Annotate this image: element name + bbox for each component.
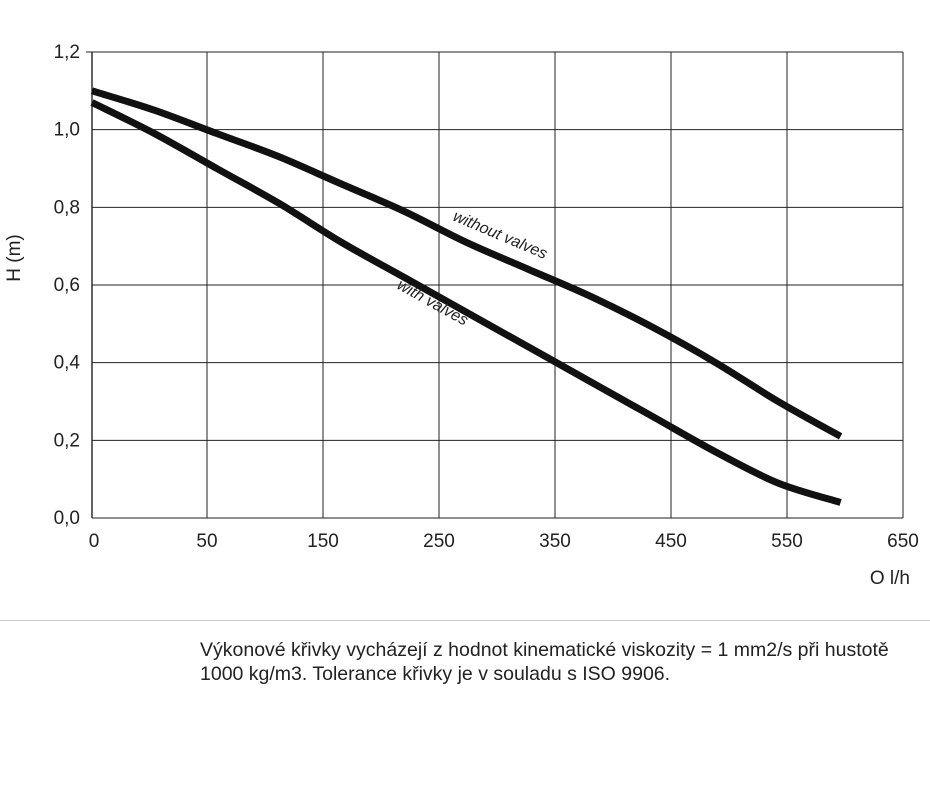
x-tick-label: 0 <box>89 531 100 552</box>
y-tick-label: 1,0 <box>54 120 80 141</box>
performance-chart: 0 50 150 250 350 450 550 650 0,0 0,2 0,4 0,6 0,8 1,0… <box>4 42 919 589</box>
performance-note: Výkonové křivky vycházejí z hodnot kinem… <box>200 638 925 686</box>
series-line-without-valves <box>90 87 843 440</box>
x-axis-label: O l/h <box>870 568 910 589</box>
y-axis-ticks: 0,0 0,2 0,4 0,6 0,8 1,0 1,2 <box>54 42 81 529</box>
x-tick-label: 450 <box>655 531 687 552</box>
y-axis-label: H (m) <box>4 234 25 281</box>
chart-grid <box>86 51 904 519</box>
x-tick-label: 350 <box>539 531 571 552</box>
x-tick-label: 50 <box>196 531 217 552</box>
x-tick-label: 650 <box>887 531 919 552</box>
x-axis-ticks: 0 50 150 250 350 450 550 650 <box>89 531 919 552</box>
y-tick-label: 1,2 <box>54 42 80 63</box>
y-tick-label: 0,0 <box>54 508 80 529</box>
section-divider <box>0 620 930 621</box>
note-line-2: 1000 kg/m3. Tolerance křivky je v soulad… <box>200 663 671 685</box>
x-tick-label: 250 <box>423 531 455 552</box>
y-tick-label: 0,6 <box>54 275 80 296</box>
x-tick-label: 550 <box>771 531 803 552</box>
x-tick-label: 150 <box>307 531 339 552</box>
series-line-with-valves <box>90 99 842 506</box>
y-tick-label: 0,2 <box>54 430 80 451</box>
y-tick-label: 0,4 <box>54 353 81 374</box>
chart-curves <box>90 87 843 506</box>
y-tick-label: 0,8 <box>54 197 80 218</box>
note-line-1: Výkonové křivky vycházejí z hodnot kinem… <box>200 639 889 661</box>
